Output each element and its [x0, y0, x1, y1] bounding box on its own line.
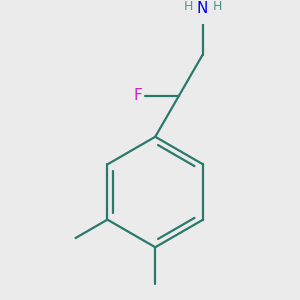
Text: N: N [197, 1, 208, 16]
Text: F: F [134, 88, 142, 103]
Text: H: H [212, 0, 222, 13]
Text: H: H [184, 0, 193, 13]
